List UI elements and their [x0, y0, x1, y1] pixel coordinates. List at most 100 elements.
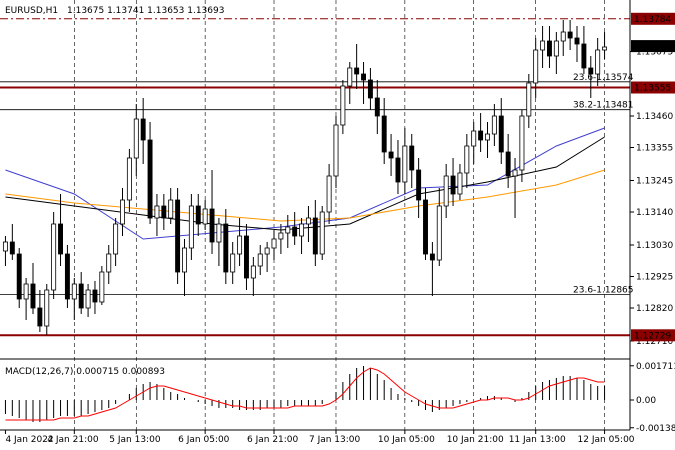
- price-tick-label: 1.13140: [636, 208, 673, 218]
- candle-body: [140, 118, 146, 141]
- price-level-tag: [631, 329, 675, 342]
- main-panel-bg: [0, 0, 630, 358]
- candle-body: [340, 85, 346, 126]
- price-tick-label: 1.12710: [636, 337, 673, 347]
- candle-body: [292, 226, 298, 237]
- fibonacci-level-label: 38.2-1.13481: [573, 101, 634, 111]
- candle-body: [99, 271, 105, 303]
- candle-body: [512, 169, 518, 177]
- axes: 1.13675 1.13460 1.13355 1.13245 1.13140 1.130…: [630, 12, 675, 434]
- candle-body: [464, 145, 470, 174]
- price-level-tag: [631, 81, 675, 94]
- candle-body: [216, 223, 222, 243]
- candle-body: [319, 211, 325, 255]
- macd-panel-bg: [0, 360, 630, 430]
- price-tick-label: 1.13245: [636, 177, 673, 187]
- candle-body: [147, 139, 153, 219]
- candle-body: [237, 235, 243, 255]
- price-tick-label: 1.13675: [636, 48, 673, 58]
- candle-body: [402, 145, 408, 183]
- macd-tick-label: 0.001711: [636, 362, 675, 372]
- candle-body: [230, 253, 236, 273]
- price-tick-label: 1.12925: [636, 273, 673, 283]
- candle-body: [16, 253, 22, 300]
- candle-body: [602, 46, 608, 51]
- candle-body: [581, 43, 587, 69]
- candle-body: [175, 199, 181, 273]
- candle-body: [44, 289, 50, 327]
- candle-body: [326, 175, 332, 213]
- candle-body: [409, 145, 415, 171]
- candle-body: [361, 73, 366, 81]
- candle-body: [347, 67, 353, 87]
- candle-body: [243, 235, 249, 279]
- time-tick-label: 10 Jan 05:00: [378, 435, 435, 445]
- time-tick-label: 6 Jan 05:00: [178, 435, 230, 445]
- price-level-tag-label: 1.13555: [634, 84, 671, 94]
- candle-body: [154, 205, 160, 219]
- candle-body: [71, 283, 77, 300]
- candle-body: [457, 172, 463, 195]
- macd-header: MACD(12,26,7) 0.000715 0.000893: [5, 367, 165, 377]
- fibonacci-level-label: 23.6-1.13574: [573, 73, 634, 83]
- time-tick-label: 10 Jan 21:00: [447, 435, 504, 445]
- candle-body: [264, 247, 270, 255]
- macd-tick-label: -0.001388: [636, 424, 675, 434]
- candle-body: [547, 40, 552, 57]
- current-price-tag: [631, 40, 675, 53]
- candle-body: [305, 217, 311, 225]
- candle-body: [278, 232, 284, 240]
- candle-body: [209, 208, 215, 243]
- price-tick-label: 1.13355: [636, 144, 673, 154]
- candle-body: [526, 82, 532, 117]
- price-tick-label: 1.13460: [636, 112, 673, 122]
- candle-body: [519, 115, 525, 171]
- candle-body: [588, 67, 594, 75]
- candle-body: [354, 67, 360, 75]
- candle-body: [133, 118, 139, 159]
- candle-body: [299, 223, 305, 237]
- macd-tick-label: 0.00: [636, 396, 656, 406]
- symbol-label: EURUSD,H1: [5, 6, 58, 16]
- candle-body: [485, 133, 490, 141]
- candle-body: [333, 124, 339, 177]
- candle-body: [553, 40, 559, 57]
- time-tick-label: 6 Jan 21:00: [247, 435, 299, 445]
- candle-body: [436, 205, 442, 261]
- candle-body: [560, 31, 566, 42]
- candle-body: [595, 49, 601, 75]
- candle-body: [443, 175, 449, 207]
- price-tick-label: 1.13030: [636, 241, 673, 251]
- candle-body: [271, 238, 277, 249]
- candle-body: [471, 130, 477, 147]
- candle-body: [250, 265, 256, 279]
- candle-body: [168, 199, 174, 219]
- candle-body: [374, 97, 380, 117]
- candle-body: [64, 253, 70, 300]
- time-tick-label: 4 Jan 2022: [5, 435, 53, 445]
- price-level-tag-label: 1.12729: [634, 331, 671, 341]
- candle-body: [92, 289, 98, 303]
- candle-body: [478, 130, 484, 141]
- candle-body: [540, 40, 546, 51]
- candle-body: [9, 241, 15, 255]
- candle-body: [58, 223, 63, 255]
- chart-header: EURUSD,H1 1.13675 1.13741 1.13653 1.1369…: [5, 6, 224, 16]
- price-level-tag: [631, 12, 675, 25]
- candle-body: [395, 157, 401, 183]
- candle-body: [78, 283, 84, 309]
- candle-body: [567, 31, 573, 39]
- candle-body: [2, 241, 8, 252]
- candles: [2, 20, 608, 335]
- candle-body: [388, 151, 394, 159]
- candle-body: [574, 37, 580, 45]
- candle-body: [491, 115, 497, 135]
- candle-body: [182, 247, 187, 273]
- candle-body: [312, 217, 318, 255]
- price-level-tag-label: 1.13784: [634, 15, 671, 25]
- fibonacci-level-label: 23.6-1.12865: [573, 286, 634, 296]
- candle-body: [120, 199, 125, 225]
- candle-body: [126, 157, 132, 201]
